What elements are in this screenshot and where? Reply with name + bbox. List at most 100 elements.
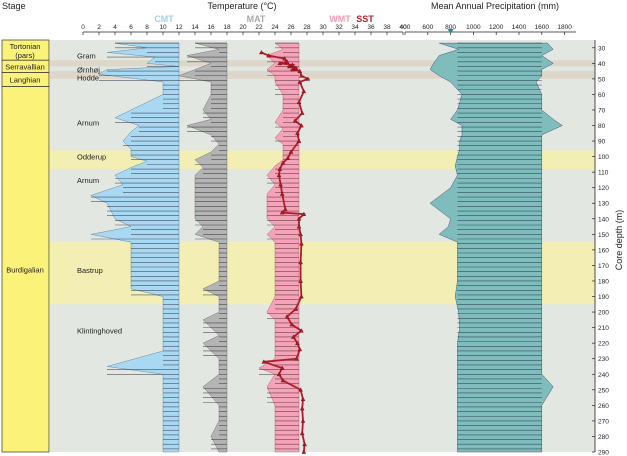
sst-point — [298, 278, 303, 283]
sst-point — [277, 166, 283, 171]
stage-label-line: (pars) — [15, 51, 35, 60]
depth-tick-label: 240 — [598, 372, 609, 379]
precipitation-tick-label: 1400 — [512, 24, 527, 31]
temperature-tick-label: 8 — [145, 24, 149, 31]
sst-point — [289, 322, 295, 327]
formation-label: Hodde — [77, 73, 99, 82]
sst-legend: SST — [356, 14, 374, 24]
sst-point — [299, 110, 305, 115]
temperature-tick-label: 40 — [399, 24, 407, 31]
stage-box — [1, 86, 50, 453]
stage-label: Serravallian — [5, 62, 45, 71]
sst-point — [298, 231, 303, 237]
depth-tick-label: 60 — [598, 92, 606, 99]
formation-label: Arnum — [77, 176, 99, 185]
depth-tick-label: 130 — [598, 201, 609, 208]
precipitation-tick-label: 600 — [422, 24, 433, 31]
temperature-tick-label: 30 — [319, 24, 327, 31]
depth-tick-label: 110 — [598, 170, 609, 177]
depth-tick-label: 90 — [598, 139, 606, 146]
wmt-legend: WMT — [329, 14, 351, 24]
temperature-tick-label: 10 — [159, 24, 167, 31]
sst-point — [297, 346, 303, 352]
sst-point — [288, 149, 294, 154]
sst-point — [299, 294, 304, 299]
depth-tick-label: 50 — [598, 76, 606, 83]
sst-point — [295, 340, 300, 345]
precipitation-tick-label: 800 — [445, 24, 456, 31]
depth-tick-label: 280 — [598, 434, 609, 441]
sst-point — [299, 73, 304, 78]
precipitation-tick-label: 1800 — [557, 24, 572, 31]
temperature-tick-label: 4 — [113, 24, 117, 31]
sst-point — [296, 138, 302, 143]
sst-point — [290, 62, 295, 67]
depth-tick-label: 230 — [598, 356, 609, 363]
temperature-tick-label: 2 — [97, 24, 101, 31]
sst-point — [296, 224, 302, 229]
sst-point — [293, 65, 299, 70]
sst-point — [296, 216, 302, 221]
formation-label: Odderup — [77, 153, 106, 162]
temperature-tick-label: 24 — [271, 24, 279, 31]
cmt-legend: CMT — [154, 14, 174, 24]
sst-point — [299, 406, 305, 411]
formation-label: Gram — [77, 52, 96, 61]
depth-tick-label: 260 — [598, 403, 609, 410]
precipitation-tick-label: 1200 — [489, 24, 504, 31]
formation-label: Klintinghoved — [77, 327, 122, 336]
depth-tick-label: 140 — [598, 216, 609, 223]
bastrup-tongue — [50, 242, 72, 305]
depth-tick-label: 30 — [598, 45, 606, 52]
dark-band — [50, 60, 595, 67]
stage-label: Burdigalian — [6, 265, 44, 274]
sst-point — [296, 99, 302, 104]
stage-label: Langhian — [10, 76, 41, 85]
sst-point — [299, 123, 304, 128]
formation-label: Ørnhøj — [77, 66, 100, 75]
sst-point — [294, 356, 299, 361]
sst-point — [259, 50, 264, 55]
depth-tick-label: 290 — [598, 450, 609, 456]
depth-tick-label: 190 — [598, 294, 609, 301]
precipitation-tick-label: 1600 — [535, 24, 550, 31]
sst-point — [299, 430, 305, 436]
sst-point — [276, 371, 282, 377]
sst-point — [299, 241, 304, 246]
depth-tick-label: 270 — [598, 418, 609, 425]
sst-point — [279, 365, 285, 370]
temperature-header: Temperature (°C) — [207, 1, 276, 11]
stage-header: Stage — [2, 1, 26, 11]
sst-point — [298, 259, 303, 265]
sst-point — [277, 60, 283, 66]
cmt-area — [90, 42, 180, 453]
precipitation-tick-label: 400 — [400, 24, 411, 31]
sst-point — [298, 387, 303, 392]
depth-tick-label: 80 — [598, 123, 606, 130]
temperature-tick-label: 28 — [303, 24, 311, 31]
sst-point — [290, 67, 295, 72]
temperature-tick-label: 14 — [191, 24, 199, 31]
precipitation-marker — [447, 29, 454, 34]
formation-label: Bastrup — [77, 266, 103, 275]
temperature-tick-label: 12 — [175, 24, 183, 31]
precipitation-header: Mean Annual Precipitation (mm) — [431, 1, 559, 11]
sst-point — [280, 160, 286, 165]
depth-tick-label: 170 — [598, 263, 609, 270]
temperature-tick-label: 32 — [335, 24, 343, 31]
temperature-tick-label: 34 — [351, 24, 359, 31]
sst-point — [283, 207, 288, 212]
precipitation-tick-label: 1000 — [466, 24, 481, 31]
sst-point — [297, 79, 303, 84]
sst-point — [301, 211, 307, 216]
sst-point — [300, 396, 306, 401]
depth-axis-label: Core depth (m) — [614, 210, 624, 271]
sst-point — [302, 441, 307, 447]
depth-tick-label: 100 — [598, 154, 609, 161]
sst-point — [279, 210, 285, 215]
temperature-tick-label: 26 — [287, 24, 295, 31]
sst-point — [299, 328, 304, 333]
depth-tick-label: 180 — [598, 278, 609, 285]
temperature-tick-label: 20 — [239, 24, 247, 31]
